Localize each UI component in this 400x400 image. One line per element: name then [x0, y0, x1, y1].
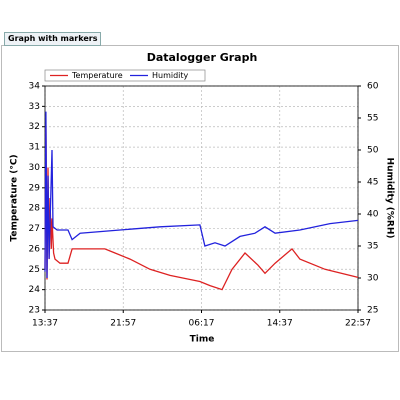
y2-tick-label: 40 [367, 210, 379, 220]
legend-box [44, 69, 206, 82]
y-tick-label: 29 [29, 183, 41, 193]
x-tick-label: 14:37 [267, 319, 293, 329]
legend-label: Temperature [71, 71, 123, 80]
y-axis-label: Temperature (°C) [10, 154, 20, 241]
y2-tick-label: 45 [367, 178, 378, 188]
y2-tick-label: 55 [367, 114, 378, 124]
y-tick-label: 27 [29, 224, 40, 234]
y-tick-label: 33 [29, 102, 40, 112]
y-tick-label: 31 [29, 143, 40, 153]
x-tick-label: 22:57 [345, 319, 371, 329]
y2-tick-label: 25 [367, 306, 378, 316]
legend-label: Humidity [152, 71, 189, 80]
chart-title: Datalogger Graph [147, 51, 258, 64]
y-tick-label: 25 [29, 265, 40, 275]
x-tick-label: 13:37 [32, 319, 58, 329]
tab-button[interactable]: Graph with markers [4, 32, 102, 46]
y2-tick-label: 60 [367, 82, 379, 92]
y-tick-label: 34 [29, 82, 41, 92]
y-tick-label: 28 [29, 204, 41, 214]
series-line [44, 126, 359, 291]
panel [1, 45, 399, 352]
y-tick-label: 24 [29, 285, 41, 295]
x-tick-label: 06:17 [189, 319, 215, 329]
y-tick-label: 23 [29, 306, 40, 316]
y2-tick-label: 30 [367, 274, 379, 284]
y2-tick-label: 35 [367, 242, 378, 252]
y-tick-label: 30 [29, 163, 41, 173]
y-tick-label: 26 [29, 244, 41, 254]
x-tick-label: 21:57 [110, 319, 136, 329]
y-tick-label: 32 [29, 122, 40, 132]
y2-axis-label: Humidity (%RH) [385, 158, 395, 239]
series-line [44, 111, 359, 279]
y2-tick-label: 50 [367, 146, 379, 156]
x-axis-label: Time [190, 335, 215, 345]
